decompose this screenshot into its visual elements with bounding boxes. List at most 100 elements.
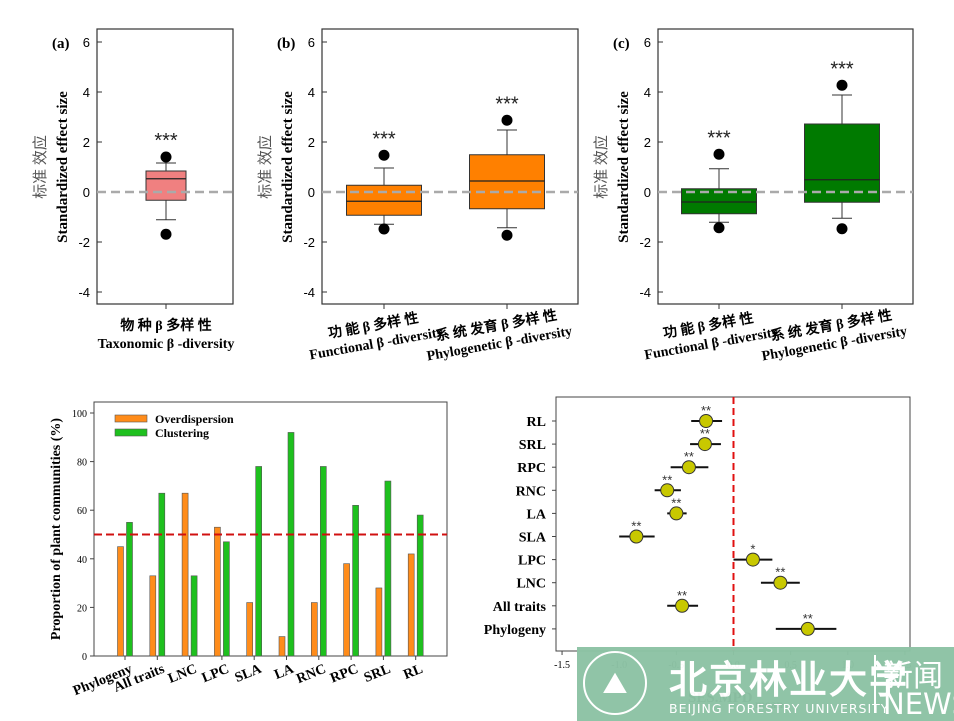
y-tick-label: 0: [308, 185, 315, 200]
bar-overdispersion: [214, 526, 221, 657]
bar-overdispersion: [117, 546, 124, 657]
y-tick-label: 40: [77, 555, 87, 566]
legend-swatch: [114, 414, 148, 423]
box-panel-c: (c) 6 4 2 0 -2 -4 Standardized effect size 标准 效应…: [592, 28, 914, 365]
significance-label: ***: [495, 93, 519, 115]
bar-clustering: [287, 432, 295, 657]
watermark-name-cn: 北京林业大学: [669, 657, 910, 702]
plot-frame: [657, 28, 914, 305]
y-category-label: RL: [527, 415, 546, 430]
bar-overdispersion: [343, 563, 350, 657]
y-tick-label: 60: [77, 506, 87, 517]
x-category-label: LPC: [200, 662, 232, 686]
bar-overdispersion: [181, 492, 189, 657]
data-point: [681, 460, 696, 475]
x-category-label-group: 物 种 β 多样 性 Taxonomic β -diversity: [98, 317, 235, 352]
data-point: [669, 506, 684, 521]
y-axis-label-group: Standardized effect size 标准 效应: [256, 91, 296, 243]
x-tick-label: -1.5: [554, 660, 570, 671]
significance-label: **: [684, 449, 694, 464]
y-category-label: LNC: [516, 577, 546, 592]
bar-clustering: [190, 575, 198, 657]
watermark-divider: [874, 655, 876, 713]
outlier-point: [160, 228, 172, 240]
data-point: [629, 529, 644, 544]
legend-label: Clustering: [155, 426, 209, 440]
bar-overdispersion: [278, 636, 286, 657]
significance-label: **: [671, 495, 681, 510]
bar-clustering: [384, 480, 392, 657]
x-category-label: RNC: [295, 662, 329, 687]
y-tick-label: -2: [639, 235, 651, 250]
data-point: [697, 437, 712, 452]
bar-overdispersion: [149, 575, 157, 657]
box-0: *** 物 种 β 多样 性 Taxonomic β -diversity: [98, 130, 235, 352]
y-axis-label-cn: 标准 效应: [256, 135, 274, 199]
y-axis-label-group: Proportion of plant communities (%): [49, 418, 64, 641]
y-tick-label: 4: [83, 85, 90, 100]
y-tick-label: 2: [644, 135, 651, 150]
panel-label: (b): [277, 36, 295, 52]
y-axis-label-cn: 标准 效应: [592, 135, 610, 199]
data-point: [800, 621, 815, 636]
outlier-point: [501, 114, 513, 126]
y-tick-label: -4: [639, 285, 651, 300]
outlier-point: [836, 79, 848, 91]
watermark-news-en: NEWS: [883, 687, 954, 721]
y-tick-label: 0: [82, 652, 87, 663]
data-point: [675, 598, 690, 613]
data-point: [660, 483, 675, 498]
significance-label: **: [662, 472, 672, 487]
legend-label: Overdispersion: [155, 412, 234, 426]
x-category-label: SRL: [362, 662, 393, 686]
panel-label: (a): [52, 36, 70, 52]
watermark-name-en: BEIJING FORESTRY UNIVERSITY: [669, 701, 890, 716]
y-tick-label: 100: [72, 409, 87, 420]
plot-frame: [93, 401, 448, 657]
y-category-label: Phylogeny: [484, 623, 546, 638]
bar-clustering: [319, 466, 327, 657]
box-panel-b: (b) 6 4 2 0 -2 -4 Standardized effect size 标准 效应…: [256, 28, 579, 364]
y-axis-label: Standardized effect size: [55, 91, 71, 243]
outlier-point: [378, 149, 390, 161]
box-panel-a: (a) 6 4 2 0 -2 -4 Standardized effect size 标准 效应…: [31, 28, 235, 352]
significance-label: ***: [372, 128, 396, 150]
university-seal-icon: ⛰: [583, 651, 647, 715]
y-tick-label: 4: [644, 85, 651, 100]
x-category-label: RL: [402, 662, 426, 683]
y-tick-label: 80: [77, 458, 87, 469]
y-tick-label: -4: [303, 285, 315, 300]
plot-frame: [321, 28, 579, 305]
significance-label: **: [700, 426, 710, 441]
y-tick-label: -4: [78, 285, 90, 300]
box-iqr: [469, 154, 545, 210]
bar-clustering: [223, 541, 230, 657]
data-point: [773, 575, 788, 590]
y-tick-label: 0: [83, 185, 90, 200]
y-tick-label: 20: [77, 603, 87, 614]
data-point: [745, 552, 760, 567]
university-watermark: ⛰ 北京林业大学 BEIJING FORESTRY UNIVERSITY 新闻 …: [577, 647, 954, 721]
bar-clustering: [126, 522, 133, 657]
box-iqr: [346, 184, 422, 216]
y-tick-label: 6: [644, 35, 651, 50]
x-category-label: RPC: [328, 662, 360, 687]
y-category-label: All traits: [493, 600, 547, 615]
y-axis-label-group: Standardized effect size 标准 效应: [592, 91, 632, 243]
y-axis-label-cn: 标准 效应: [31, 135, 49, 199]
y-category-label: SLA: [519, 531, 547, 546]
significance-label: **: [677, 588, 687, 603]
bar-clustering: [255, 466, 262, 657]
significance-label: ***: [707, 127, 731, 149]
bar-overdispersion: [310, 602, 318, 657]
bar-clustering: [158, 492, 166, 657]
y-category-label: RPC: [517, 461, 546, 476]
outlier-point: [160, 151, 172, 163]
